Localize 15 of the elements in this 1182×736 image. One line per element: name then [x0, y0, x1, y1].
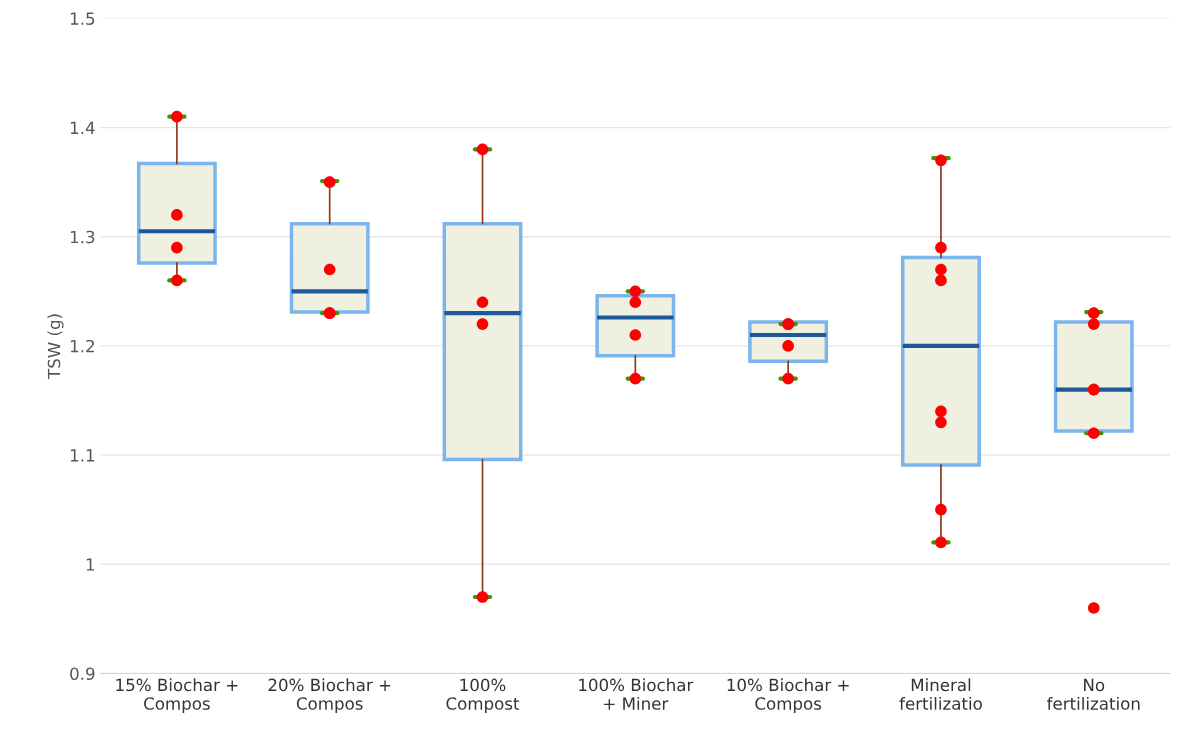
y-tick-label: 1.3	[70, 230, 95, 244]
y-tick-label: 1.1	[70, 449, 95, 462]
y-tick-label: 1	[86, 558, 95, 571]
y-tick-label: 0.9	[70, 667, 95, 681]
x-tick-label: 100% Biochar + Miner	[579, 678, 694, 710]
x-tick-label: No fertilization	[1047, 678, 1140, 710]
x-tick-label: 15% Biochar + Compos	[116, 678, 238, 714]
y-tick-label: 1.2	[70, 339, 94, 353]
x-tick-label: 100% Compost	[446, 678, 520, 714]
x-tick-label: 10% Biochar + Compos	[727, 678, 849, 714]
x-tick-label: Mineral fertilizatio	[899, 678, 982, 710]
y-tick-label: 1.4	[70, 121, 95, 134]
x-tick-label: 20% Biochar + Compos	[268, 678, 391, 714]
y-tick-label: 1.5	[70, 12, 95, 25]
y-axis-title: TSW (g)	[47, 314, 64, 380]
